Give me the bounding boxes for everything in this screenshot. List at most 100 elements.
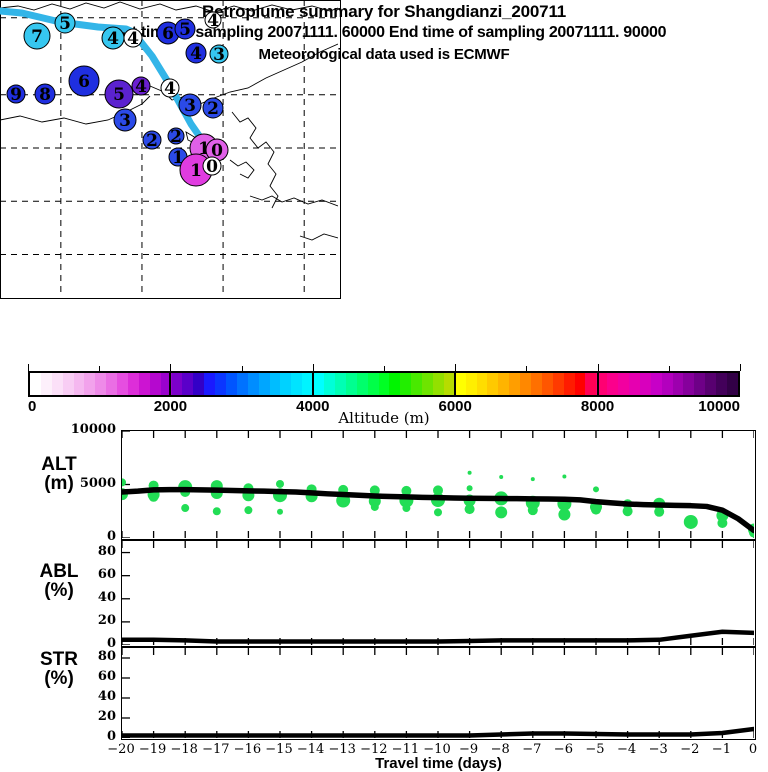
x-tick-label: −15 bbox=[265, 742, 293, 757]
plume-marker[interactable]: 7 bbox=[23, 22, 51, 50]
abl-plot bbox=[122, 541, 754, 645]
x-tick-label: −5 bbox=[585, 742, 605, 757]
plume-marker-label: 5 bbox=[113, 85, 125, 105]
plume-marker-label: 2 bbox=[170, 127, 182, 147]
plume-marker-label: 3 bbox=[213, 45, 225, 65]
altitude-scatter-point bbox=[499, 475, 504, 480]
alt-label-text: ALT bbox=[41, 454, 77, 475]
colorbar-swatch bbox=[291, 373, 303, 395]
y-tick-label: 0 bbox=[106, 529, 116, 544]
plume-marker-label: 2 bbox=[146, 131, 158, 151]
colorbar-swatch bbox=[73, 373, 85, 395]
plume-marker[interactable]: 5 bbox=[174, 18, 196, 40]
colorbar-divider bbox=[311, 371, 314, 397]
plume-marker[interactable]: 2 bbox=[142, 130, 162, 151]
plume-marker[interactable]: 0 bbox=[202, 156, 222, 177]
altitude-timeseries-panel[interactable] bbox=[121, 430, 756, 540]
colorbar-swatch bbox=[30, 373, 41, 395]
colorbar-tick bbox=[740, 364, 741, 371]
plume-marker[interactable]: 3 bbox=[178, 93, 202, 117]
abl-label-text: ABL bbox=[39, 561, 79, 582]
plume-marker[interactable]: 4 bbox=[123, 28, 143, 49]
plume-marker[interactable]: 4 bbox=[204, 11, 222, 31]
colorbar-swatch bbox=[236, 373, 248, 395]
colorbar-swatch bbox=[563, 373, 575, 395]
colorbar-swatch bbox=[226, 373, 237, 395]
colorbar-tick bbox=[312, 364, 314, 371]
altitude-scatter-point bbox=[401, 485, 412, 496]
str-timeseries-panel[interactable] bbox=[121, 647, 756, 740]
x-tick-label: −9 bbox=[459, 742, 479, 757]
colorbar-swatch bbox=[530, 373, 542, 395]
altitude-scatter-point bbox=[181, 504, 190, 513]
plume-marker-label: 1 bbox=[172, 148, 184, 168]
plume-marker[interactable]: 0 bbox=[205, 138, 229, 162]
plume-marker-label: 4 bbox=[107, 29, 119, 49]
colorbar-swatch bbox=[302, 373, 314, 395]
colorbar-swatch bbox=[465, 373, 477, 395]
colorbar-swatch bbox=[62, 373, 74, 395]
plume-marker[interactable]: 3 bbox=[209, 44, 229, 65]
colorbar-minor-tick bbox=[526, 366, 528, 371]
plume-marker[interactable]: 4 bbox=[131, 76, 151, 97]
altitude-scatter-point bbox=[530, 477, 535, 482]
colorbar-swatch bbox=[182, 373, 194, 395]
colorbar-swatch bbox=[705, 373, 717, 395]
plume-marker[interactable]: 5 bbox=[104, 79, 134, 109]
altitude-scatter-point bbox=[654, 506, 665, 517]
plume-marker[interactable]: 8 bbox=[34, 83, 56, 105]
altitude-plot bbox=[122, 431, 754, 538]
abl-timeseries-panel[interactable] bbox=[121, 540, 756, 647]
coastline bbox=[149, 43, 338, 105]
altitude-scatter-point bbox=[402, 504, 411, 513]
plume-marker-label: 0 bbox=[206, 157, 218, 177]
altitude-scatter-point bbox=[558, 508, 571, 521]
plume-marker[interactable]: 2 bbox=[167, 127, 185, 147]
colorbar-swatch bbox=[247, 373, 259, 395]
altitude-scatter-point bbox=[370, 502, 379, 511]
plume-marker[interactable]: 6 bbox=[68, 65, 100, 97]
plume-marker-label: 3 bbox=[184, 96, 196, 116]
colorbar-swatch bbox=[596, 373, 608, 395]
plume-marker[interactable]: 3 bbox=[113, 108, 137, 132]
y-tick-label: 60 bbox=[97, 669, 116, 684]
y-tick-label: 40 bbox=[97, 689, 116, 704]
y-tick-label: 80 bbox=[97, 543, 116, 559]
plume-marker[interactable]: 2 bbox=[202, 97, 224, 119]
plume-marker-label: 0 bbox=[211, 141, 223, 161]
coastline bbox=[249, 195, 338, 207]
plume-marker[interactable]: 4 bbox=[101, 26, 125, 50]
plume-marker[interactable]: 4 bbox=[160, 78, 180, 99]
plume-marker[interactable]: 9 bbox=[6, 84, 26, 105]
plume-marker[interactable]: 4 bbox=[185, 42, 207, 64]
coastline bbox=[0, 95, 151, 125]
y-tick-label: 80 bbox=[97, 649, 116, 664]
x-tick-label: −20 bbox=[107, 742, 135, 757]
colorbar-swatch bbox=[389, 373, 401, 395]
colorbar-minor-tick bbox=[241, 366, 243, 371]
x-tick-label: −17 bbox=[202, 742, 230, 757]
plume-marker[interactable]: 5 bbox=[54, 12, 76, 34]
altitude-scatter-point bbox=[717, 518, 728, 529]
altitude-scatter-point bbox=[212, 507, 221, 516]
colorbar-tick-label: 8000 bbox=[580, 398, 615, 415]
altitude-scatter-point bbox=[495, 506, 508, 519]
colorbar-swatch bbox=[639, 373, 651, 395]
colorbar-swatch bbox=[552, 373, 564, 395]
sampling-times-subtitle: Start time of sampling 20071111. 60000 E… bbox=[101, 24, 667, 41]
altitude-scatter-point bbox=[277, 508, 283, 515]
altitude-scatter-point bbox=[433, 485, 443, 496]
colorbar-swatch bbox=[509, 373, 521, 395]
altitude-scatter-point bbox=[244, 506, 253, 515]
colorbar-swatch bbox=[117, 373, 129, 395]
colorbar-swatch bbox=[280, 373, 292, 395]
x-tick-label: −6 bbox=[553, 742, 573, 757]
abl-unit-text: (%) bbox=[44, 580, 74, 602]
plume-marker-label: 4 bbox=[135, 77, 147, 97]
abl-mean-line bbox=[122, 629, 754, 644]
altitude-scatter-point bbox=[527, 505, 538, 516]
colorbar-tick bbox=[170, 364, 172, 371]
colorbar-swatch bbox=[443, 373, 455, 395]
colorbar-tick bbox=[28, 364, 29, 371]
